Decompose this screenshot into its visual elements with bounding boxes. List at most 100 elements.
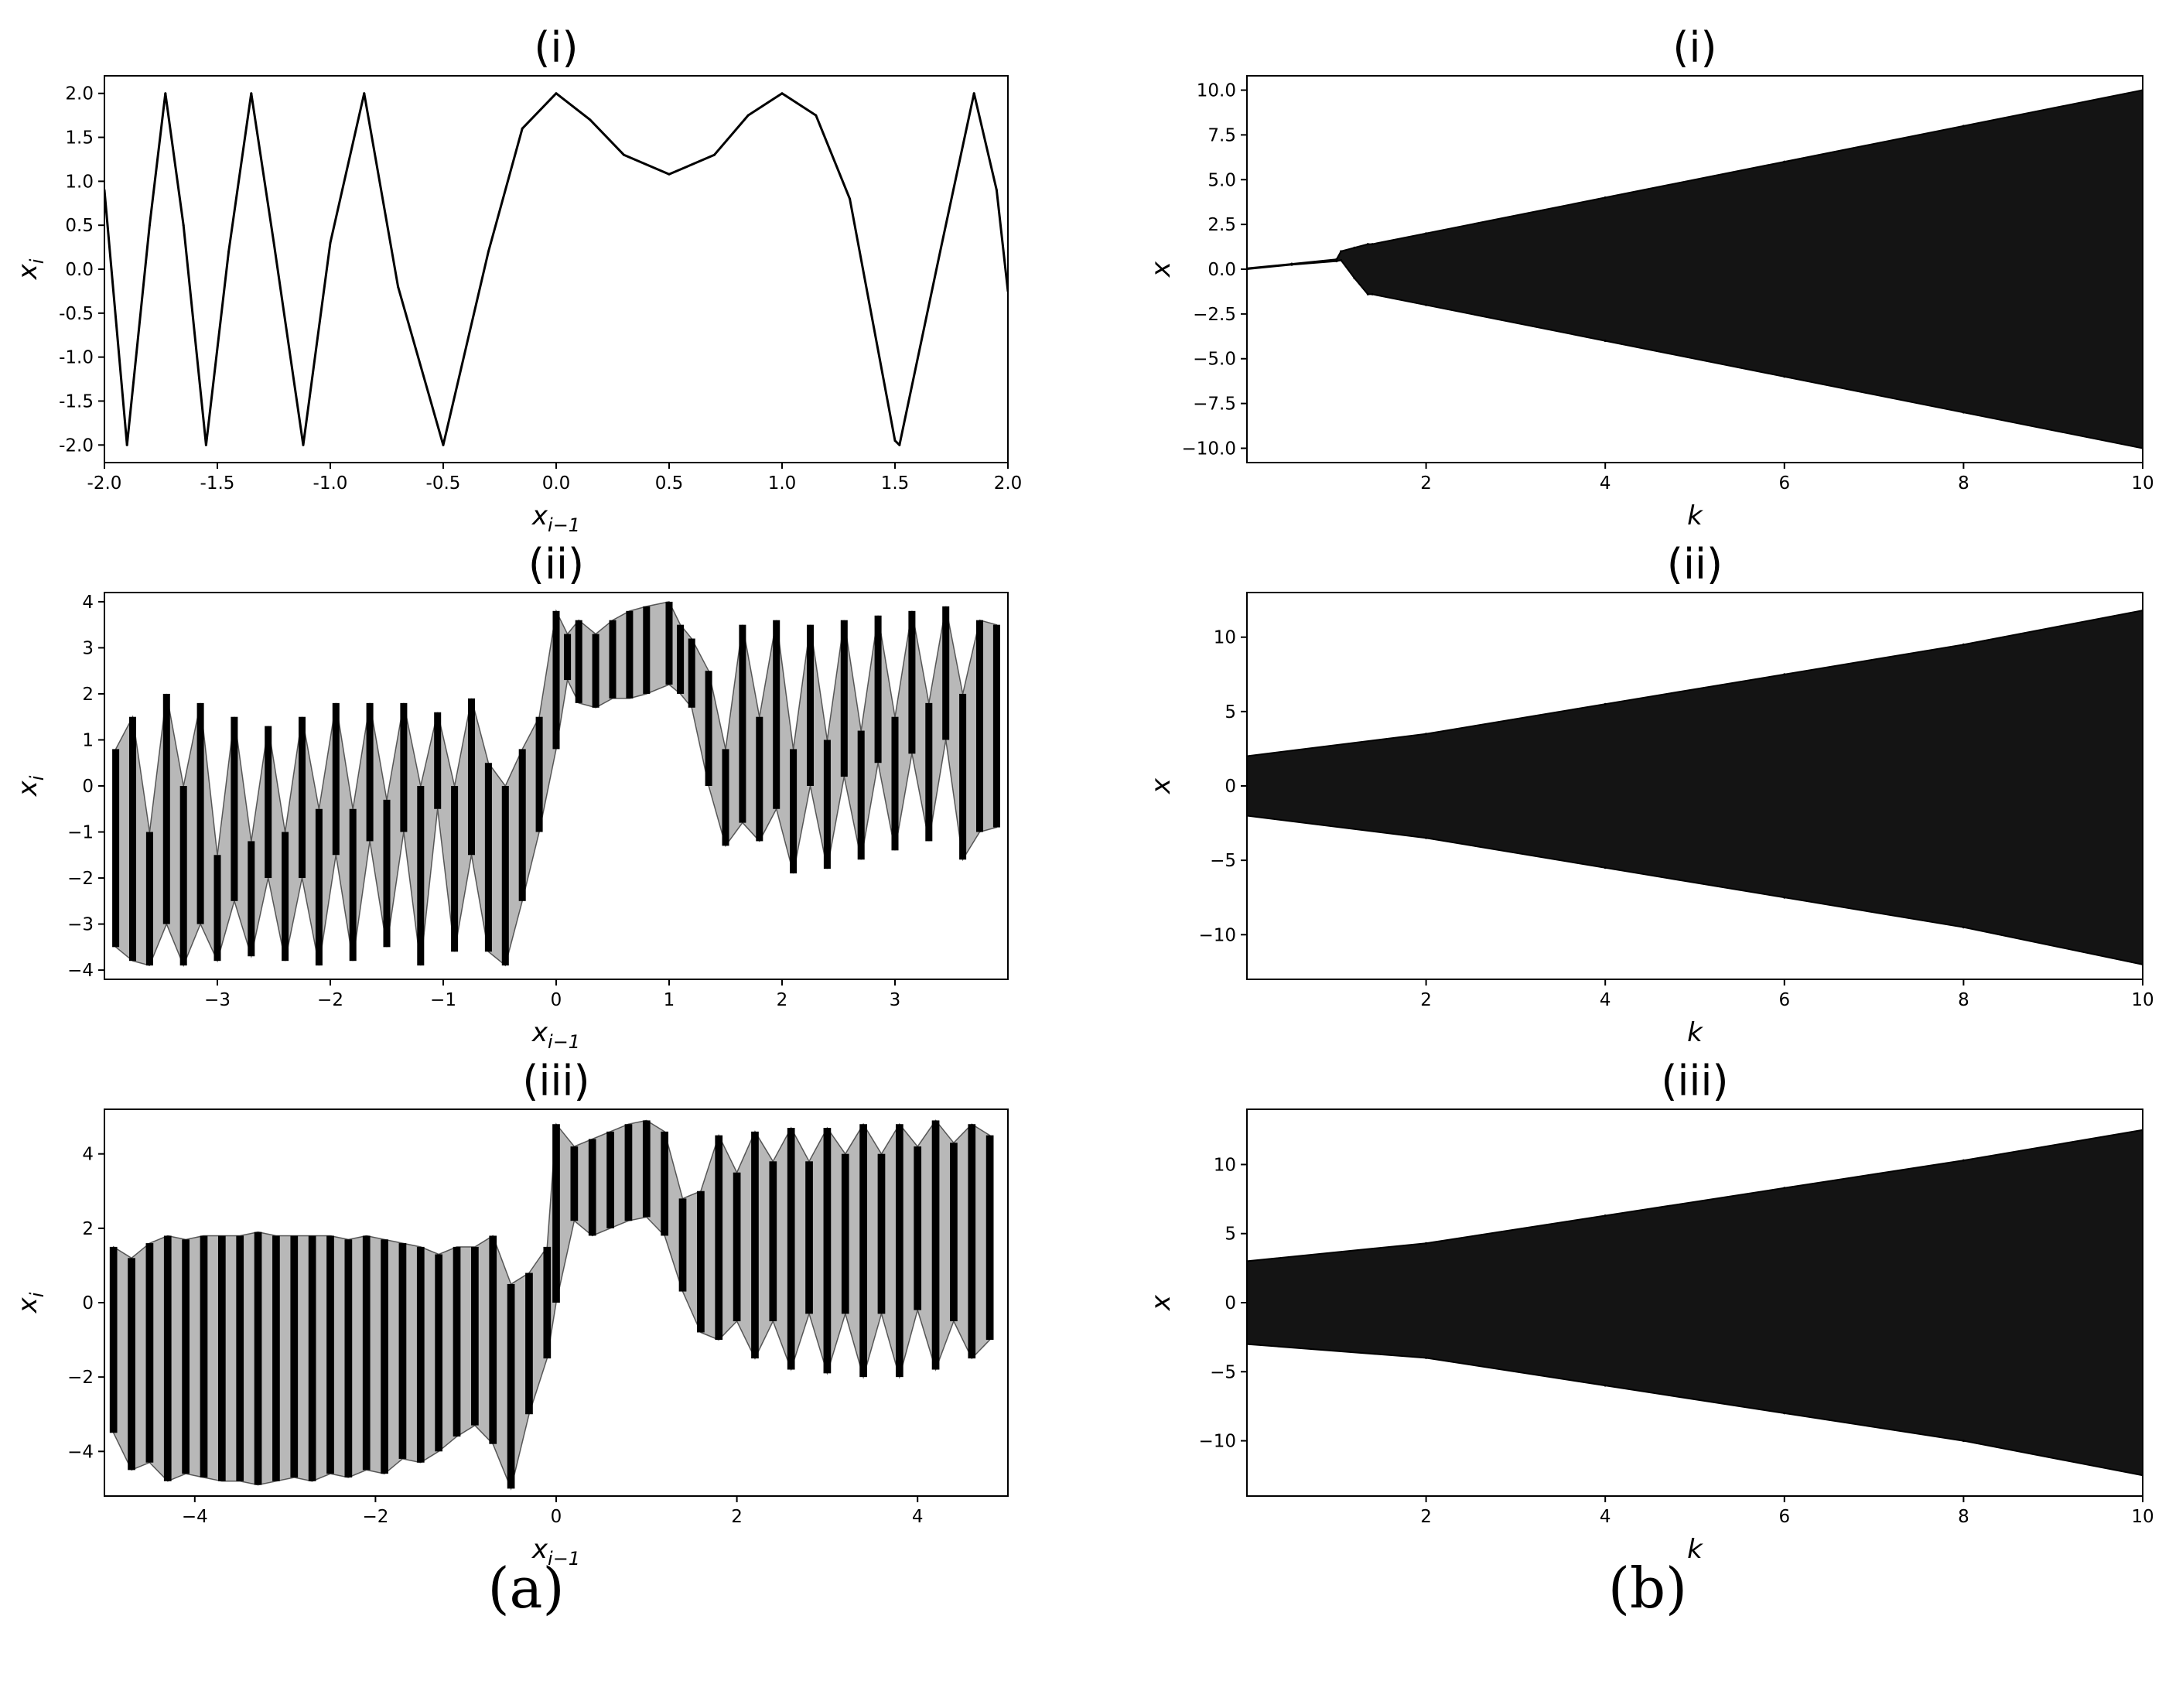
data-strip — [145, 1243, 154, 1463]
y-tick-label: 2.0 — [65, 84, 94, 104]
x-tick-label: -1.0 — [313, 473, 348, 494]
data-point — [227, 250, 231, 253]
data-strip — [575, 620, 582, 703]
y-tick-label: 0.5 — [65, 216, 94, 236]
data-point — [1425, 836, 1428, 839]
data-strip — [145, 832, 153, 966]
data-strip — [857, 730, 865, 860]
data-strip — [467, 698, 476, 856]
y-tick-label: 2 — [82, 1219, 94, 1239]
y-tick-label: −3 — [67, 915, 94, 935]
data-point — [815, 114, 818, 117]
y-tick-label: −2 — [67, 869, 94, 889]
x-axis-label: xi−1 — [531, 500, 580, 536]
y-axis-label: x — [1146, 1294, 1177, 1311]
plot-area — [104, 92, 1008, 446]
x-tick-label: -0.5 — [426, 473, 461, 494]
data-strip — [128, 1258, 135, 1471]
y-tick-label: -2.0 — [59, 436, 94, 456]
data-strip — [665, 601, 673, 685]
data-strip — [326, 1235, 334, 1474]
data-strip — [236, 1235, 244, 1481]
data-point — [125, 443, 128, 446]
data-point — [995, 189, 998, 192]
y-tick-label: 5 — [1225, 702, 1236, 722]
density-envelope — [112, 1119, 991, 1491]
data-point — [1962, 125, 1965, 128]
x-tick-label: −4 — [182, 1507, 208, 1527]
y-axis-label: xi — [12, 1292, 48, 1313]
y-tick-label: −10 — [1198, 925, 1236, 945]
x-tick-label: 10 — [2131, 1507, 2154, 1527]
data-point — [1962, 411, 1965, 414]
y-tick-label: 0 — [1225, 777, 1236, 797]
data-point — [1783, 375, 1786, 378]
data-strip — [624, 1124, 633, 1221]
data-strip — [381, 1239, 388, 1474]
data-strip — [200, 1235, 208, 1477]
y-tick-label: 3 — [82, 638, 94, 658]
data-strip — [823, 740, 831, 869]
data-point — [1335, 260, 1338, 263]
data-point — [250, 92, 253, 95]
y-tick-label: 0.0 — [65, 260, 94, 280]
data-point — [589, 118, 592, 121]
data-point — [1335, 258, 1338, 261]
x-tick-label: 6 — [1778, 1507, 1790, 1527]
data-point — [668, 173, 671, 176]
data-point — [1604, 196, 1607, 199]
data-point — [302, 443, 305, 446]
y-tick-label: 2.5 — [1207, 215, 1236, 235]
series-line — [104, 92, 1008, 446]
y-tick-label: −5.0 — [1193, 350, 1236, 370]
data-strip — [592, 634, 599, 708]
x-tick-label: −1 — [430, 990, 456, 1010]
data-strip — [231, 716, 238, 901]
y-tick-label: 10 — [1214, 1155, 1236, 1175]
x-tick-label: 0.5 — [655, 473, 684, 494]
x-axis-label: xi−1 — [531, 1534, 580, 1570]
data-point — [1353, 277, 1356, 280]
y-tick-label: 0 — [82, 777, 94, 797]
y-axis-label: x — [1146, 777, 1177, 794]
data-strip — [332, 702, 340, 856]
data-strip — [942, 606, 950, 740]
data-strip — [643, 606, 651, 694]
y-tick-label: 1.5 — [65, 128, 94, 149]
series-area — [1247, 610, 2143, 965]
data-point — [1425, 1242, 1428, 1245]
x-tick-label: 8 — [1958, 473, 1969, 494]
data-strip — [751, 1131, 759, 1359]
y-tick-label: 4 — [82, 593, 94, 613]
data-point — [1425, 733, 1428, 736]
chart-title: (ii) — [1667, 540, 1723, 589]
data-point — [1425, 232, 1428, 235]
x-tick-label: 1 — [664, 990, 675, 1010]
data-strip — [877, 1153, 886, 1314]
y-tick-label: 5.0 — [1207, 170, 1236, 190]
data-strip — [841, 1153, 849, 1314]
data-strip — [109, 1246, 118, 1433]
plot-area — [1247, 609, 2143, 966]
x-tick-label: 2 — [731, 1507, 743, 1527]
data-strip — [925, 702, 933, 842]
x-tick-label: 2.0 — [994, 473, 1023, 494]
data-point — [1962, 1159, 1965, 1162]
plot-frame — [104, 75, 1009, 463]
y-axis-label: xi — [12, 775, 48, 797]
data-point — [1340, 250, 1343, 253]
chart-b3: 2 4 6 8 10 −10 −5 0 5 10 (iii) k x — [1146, 1057, 2154, 1565]
data-point — [1371, 292, 1374, 295]
data-strip — [677, 624, 685, 694]
y-tick-label: 10.0 — [1197, 81, 1236, 101]
y-tick-label: 2 — [82, 685, 94, 705]
chart-b1: 2 4 6 8 10 −10.0 −7.5 −5.0 −2.5 0.0 2.5 5.0 7.5 10.0 (… — [1146, 23, 2154, 531]
y-tick-label: −2.5 — [1193, 305, 1236, 325]
data-strip — [298, 716, 306, 879]
data-point — [1962, 926, 1965, 929]
y-tick-label: −7.5 — [1193, 395, 1236, 415]
x-tick-label: −3 — [204, 990, 231, 1010]
data-strip — [453, 1246, 461, 1437]
data-point — [148, 224, 151, 227]
data-point — [1962, 1440, 1965, 1443]
